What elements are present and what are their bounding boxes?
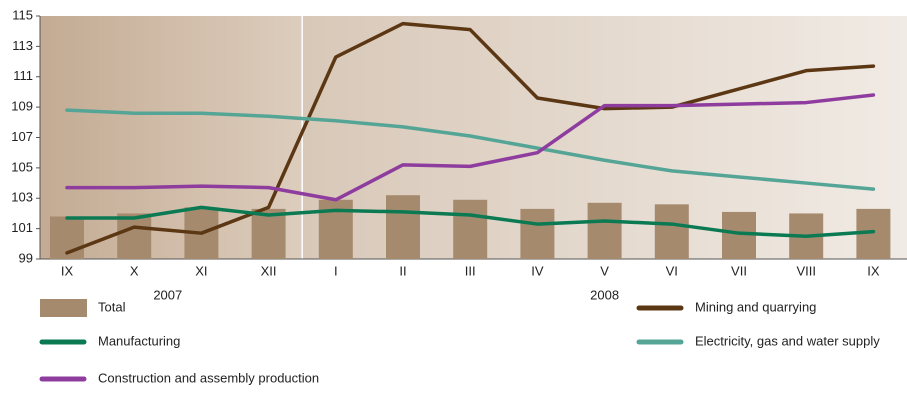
legend-label: Manufacturing: [98, 333, 180, 348]
y-tick-label: 115: [12, 7, 33, 22]
bar: [386, 195, 420, 259]
series-line: [65, 205, 876, 238]
x-tick-label: V: [600, 263, 609, 278]
legend-swatch: [40, 299, 87, 317]
x-tick-label: IX: [61, 263, 74, 278]
series-line: [65, 93, 876, 202]
x-tick-label: II: [399, 263, 406, 278]
y-tick-label: 101: [11, 220, 33, 235]
bar: [722, 211, 756, 259]
legend-label: Total: [98, 299, 126, 314]
bar: [654, 204, 689, 259]
y-tick-label: 107: [11, 129, 33, 144]
bar: [520, 208, 555, 259]
x-tick-label: XII: [261, 263, 277, 278]
x-tick-label: VII: [731, 263, 747, 278]
y-tick-label: 111: [13, 68, 33, 83]
y-tick-label: 113: [12, 38, 33, 53]
y-tick-label: 109: [11, 99, 33, 114]
y-tick-label: 105: [11, 159, 33, 174]
x-tick-label: III: [465, 263, 476, 278]
x-tick-label: X: [130, 263, 139, 278]
series-line: [65, 108, 876, 191]
y-tick-label: 103: [11, 190, 33, 205]
x-tick-label: IX: [867, 263, 880, 278]
series-line: [65, 21, 876, 255]
legend-label: Mining and quarrying: [695, 299, 816, 314]
bar: [587, 202, 622, 259]
bar: [117, 213, 152, 259]
x-tick-label: VI: [666, 263, 678, 278]
y-tick-label: 99: [19, 250, 33, 265]
bar: [453, 199, 488, 259]
x-tick-label: I: [334, 263, 338, 278]
legend-label: Construction and assembly production: [98, 370, 319, 385]
x-group-label: 2008: [590, 287, 619, 302]
bar: [251, 208, 286, 259]
x-group-label: 2007: [153, 287, 182, 302]
legend-label: Electricity, gas and water supply: [695, 333, 880, 348]
x-tick-label: IV: [531, 263, 544, 278]
x-tick-label: XI: [195, 263, 207, 278]
x-tick-label: VIII: [796, 263, 816, 278]
